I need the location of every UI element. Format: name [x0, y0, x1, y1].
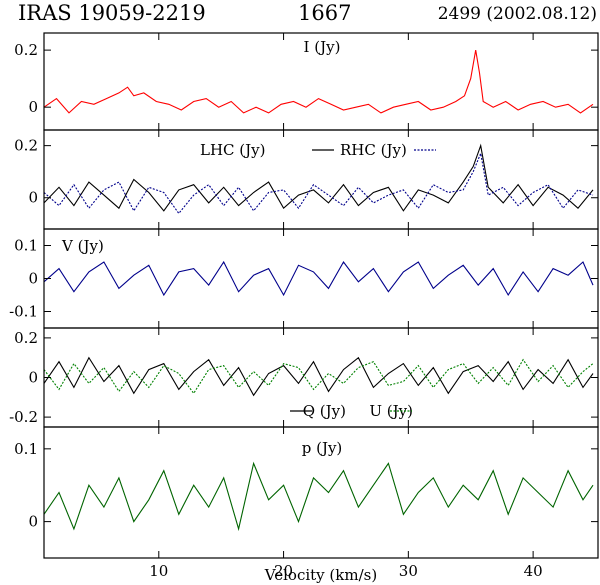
y-tick-label: 0 — [28, 270, 38, 288]
y-tick-label: 0 — [28, 98, 38, 116]
epoch-label: 2499 (2002.08.12) — [438, 4, 597, 24]
y-tick-label: -0.1 — [9, 303, 38, 321]
panel-frame — [43, 426, 599, 559]
panel-frame — [43, 129, 599, 230]
panel-lhc-rhc: 0 0.2 LHC (Jy) RHC (Jy) — [14, 129, 599, 230]
panel-frame — [43, 228, 599, 329]
series-u-line — [43, 358, 594, 395]
x-tick-labels: 10 20 30 40 — [149, 562, 542, 580]
series-q-line — [43, 356, 594, 397]
y-tick-label: 0 — [28, 189, 38, 207]
x-tick-label: 10 — [149, 562, 168, 580]
panel-label-v: V (Jy) — [61, 237, 104, 255]
series-v-line — [43, 260, 594, 297]
y-tick-label: 0 — [28, 369, 38, 387]
y-tick-label: 0.1 — [14, 440, 38, 458]
panel-label-p: p (Jy) — [302, 439, 343, 457]
y-tick-label: -0.2 — [9, 408, 38, 426]
panels: 0 0.2 I (Jy) 0 0.2 LHC (Jy) RHC (Jy) -0.1 0 0.1 V … — [9, 32, 599, 559]
panel-v: -0.1 0 0.1 V (Jy) — [9, 228, 599, 329]
panel-label-i: I (Jy) — [304, 38, 341, 56]
frequency-label: 1667 — [298, 1, 351, 25]
y-tick-label: 0.2 — [14, 41, 38, 59]
panel-q-u: -0.200.2Q (Jy) U (Jy) — [9, 327, 599, 428]
y-tick-label: 0.2 — [14, 329, 38, 347]
x-tick-label: 40 — [524, 562, 543, 580]
x-tick-label: 30 — [399, 562, 418, 580]
legend-label-lhc: LHC (Jy) — [200, 141, 265, 159]
panel-i: 0 0.2 I (Jy) — [14, 32, 599, 131]
y-tick-label: 0.1 — [14, 237, 38, 255]
source-title: IRAS 19059-2219 — [18, 1, 206, 25]
series-p-line — [43, 461, 594, 532]
series-lhc-line — [43, 143, 594, 212]
x-tick-label: 20 — [274, 562, 293, 580]
x-axis-label: Velocity (km/s) — [264, 566, 377, 584]
legend-label-q: Q (Jy) — [303, 402, 346, 420]
panel-p: 0 0.1 p (Jy) — [14, 426, 599, 559]
series-rhc-line — [43, 151, 594, 215]
legend-label-rhc: RHC (Jy) — [340, 141, 407, 159]
y-tick-label: 0 — [28, 513, 38, 531]
series-i-line — [43, 50, 594, 114]
y-tick-label: 0.2 — [14, 137, 38, 155]
